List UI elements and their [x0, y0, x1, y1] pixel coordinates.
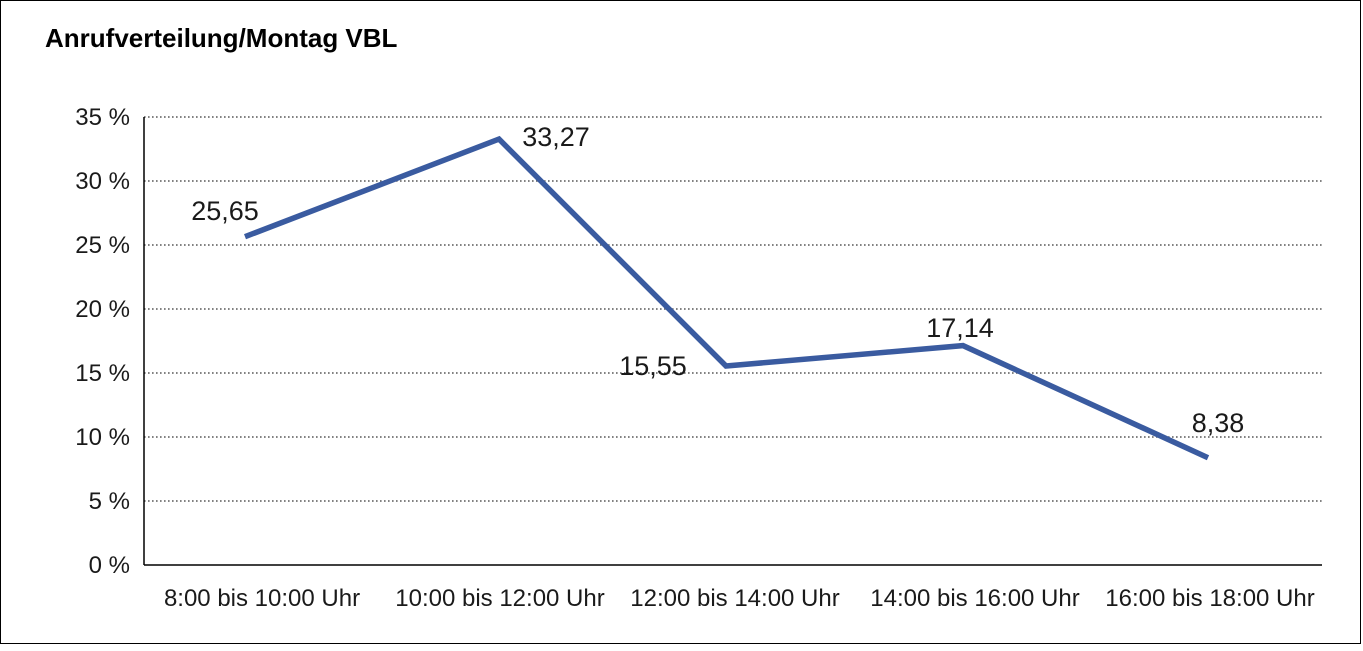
svg-text:35 %: 35 %: [75, 104, 130, 131]
svg-text:14:00 bis 16:00 Uhr: 14:00 bis 16:00 Uhr: [870, 585, 1079, 612]
svg-text:8,38: 8,38: [1192, 408, 1245, 438]
svg-text:16:00 bis 18:00 Uhr: 16:00 bis 18:00 Uhr: [1105, 585, 1314, 612]
svg-text:17,14: 17,14: [926, 313, 994, 343]
svg-text:10 %: 10 %: [75, 424, 130, 451]
svg-text:25 %: 25 %: [75, 232, 130, 259]
svg-text:33,27: 33,27: [522, 122, 590, 152]
svg-text:12:00 bis 14:00 Uhr: 12:00 bis 14:00 Uhr: [630, 585, 839, 612]
svg-text:10:00 bis 12:00 Uhr: 10:00 bis 12:00 Uhr: [395, 585, 604, 612]
svg-text:0 %: 0 %: [89, 552, 130, 579]
svg-text:15 %: 15 %: [75, 360, 130, 387]
svg-text:8:00 bis 10:00 Uhr: 8:00 bis 10:00 Uhr: [164, 585, 360, 612]
svg-text:30 %: 30 %: [75, 168, 130, 195]
svg-text:5 %: 5 %: [89, 488, 130, 515]
svg-text:25,65: 25,65: [191, 196, 259, 226]
svg-text:15,55: 15,55: [619, 351, 687, 381]
svg-text:20 %: 20 %: [75, 296, 130, 323]
